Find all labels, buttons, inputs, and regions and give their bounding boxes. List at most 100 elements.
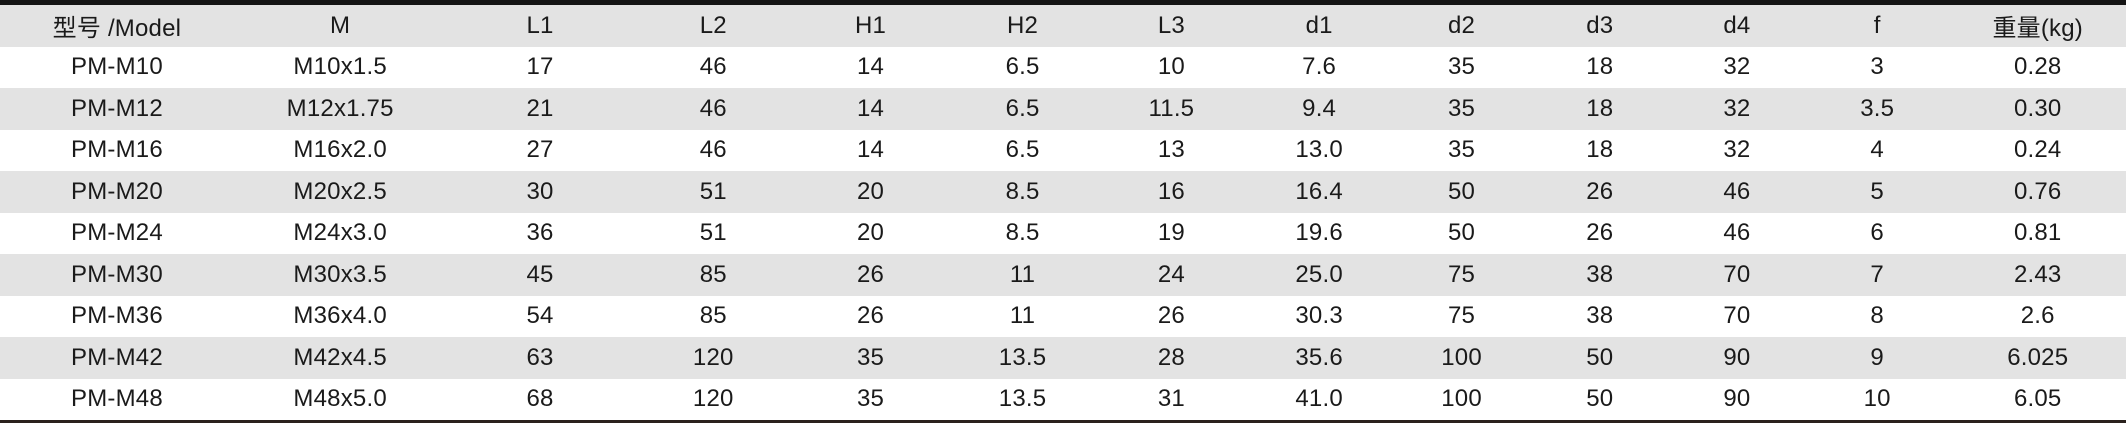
table-row: PM-M48 M48x5.0 68 120 35 13.5 31 41.0 100 50 90 10 6…	[0, 378, 2126, 420]
spec-value-cell: 6.5	[1005, 94, 1040, 122]
column-header: H2	[1007, 11, 1039, 39]
spec-value-cell: 85	[699, 302, 727, 330]
spec-value-cell: M42x4.5	[293, 343, 387, 371]
column-header: L3	[1157, 11, 1185, 39]
column-header: 型号 /Model	[52, 15, 182, 43]
spec-value-cell: 26	[857, 302, 885, 330]
table-row: PM-M10 M10x1.5 17 46 14 6.5 10 7.6 35 18 32 3 0.28	[0, 46, 2126, 88]
spec-value-cell: 2.43	[2013, 260, 2062, 288]
spec-value-cell: 0.81	[2013, 219, 2062, 247]
spec-value-cell: M36x4.0	[293, 302, 387, 330]
model-cell: PM-M16	[70, 136, 163, 164]
spec-table: 型号 /Model M L1 L2 H1 H2 L3 d1 d2 d3 d4 f 重量(kg) PM-M…	[0, 5, 2126, 420]
spec-value-cell: 6.5	[1005, 53, 1040, 81]
spec-value-cell: 68	[526, 385, 554, 413]
spec-value-cell: 9.4	[1302, 94, 1337, 122]
spec-value-cell: 38	[1586, 302, 1614, 330]
spec-value-cell: 6.05	[2013, 385, 2062, 413]
spec-value-cell: 30	[526, 177, 554, 205]
spec-value-cell: 19.6	[1295, 219, 1343, 247]
spec-value-cell: 36	[526, 219, 554, 247]
spec-value-cell: 16	[1157, 177, 1185, 205]
spec-value-cell: M20x2.5	[293, 177, 387, 205]
spec-value-cell: 17	[526, 53, 554, 81]
spec-value-cell: 14	[857, 94, 885, 122]
spec-value-cell: 18	[1586, 136, 1614, 164]
column-header: f	[1873, 11, 1881, 39]
spec-value-cell: 27	[526, 136, 554, 164]
spec-value-cell: 13	[1157, 136, 1185, 164]
spec-value-cell: 35	[1448, 136, 1476, 164]
spec-value-cell: M10x1.5	[293, 53, 387, 81]
spec-value-cell: 7	[1870, 260, 1884, 288]
column-header: M	[330, 11, 351, 39]
spec-value-cell: 3.5	[1860, 94, 1895, 122]
spec-value-cell: 75	[1448, 302, 1476, 330]
table-row: PM-M36 M36x4.0 54 85 26 11 26 30.3 75 38 70 8 2.6	[0, 295, 2126, 337]
column-header: 重量(kg)	[1992, 15, 2083, 43]
spec-value-cell: 8.5	[1005, 219, 1040, 247]
spec-value-cell: 70	[1723, 302, 1751, 330]
spec-value-cell: 100	[1441, 343, 1482, 371]
bottom-rule	[0, 420, 2126, 423]
spec-value-cell: 16.4	[1295, 177, 1343, 205]
column-header: d4	[1723, 11, 1751, 39]
spec-value-cell: 32	[1723, 136, 1751, 164]
spec-value-cell: 75	[1448, 260, 1476, 288]
spec-value-cell: 32	[1723, 53, 1751, 81]
spec-value-cell: 11	[1009, 302, 1036, 330]
spec-value-cell: 14	[857, 136, 885, 164]
spec-value-cell: 8.5	[1005, 177, 1040, 205]
spec-value-cell: 85	[699, 260, 727, 288]
spec-value-cell: 26	[1586, 177, 1614, 205]
column-header: d3	[1586, 11, 1614, 39]
spec-value-cell: 6.025	[2007, 343, 2069, 371]
spec-value-cell: 7.6	[1302, 53, 1337, 81]
spec-value-cell: 26	[857, 260, 885, 288]
spec-value-cell: 35	[1448, 53, 1476, 81]
spec-value-cell: 100	[1441, 385, 1482, 413]
spec-value-cell: 21	[526, 94, 554, 122]
spec-value-cell: 50	[1448, 177, 1476, 205]
spec-value-cell: 9	[1870, 343, 1884, 371]
spec-value-cell: 13.0	[1295, 136, 1343, 164]
model-cell: PM-M10	[70, 53, 163, 81]
spec-value-cell: 24	[1157, 260, 1185, 288]
spec-value-cell: 50	[1448, 219, 1476, 247]
spec-value-cell: 13.5	[998, 385, 1047, 413]
spec-value-cell: 50	[1586, 343, 1614, 371]
table-row: PM-M12 M12x1.75 21 46 14 6.5 11.5 9.4 35 18 32 3.5 0…	[0, 88, 2126, 130]
spec-value-cell: 20	[857, 219, 885, 247]
spec-value-cell: 51	[699, 177, 727, 205]
spec-value-cell: 50	[1586, 385, 1614, 413]
spec-value-cell: 2.6	[2020, 302, 2055, 330]
table-row: PM-M30 M30x3.5 45 85 26 11 24 25.0 75 38 70 7 2.43	[0, 254, 2126, 296]
spec-value-cell: 35	[857, 385, 885, 413]
column-header: d1	[1305, 11, 1333, 39]
spec-value-cell: 0.30	[2013, 94, 2062, 122]
spec-value-cell: 26	[1157, 302, 1185, 330]
model-cell: PM-M24	[70, 219, 163, 247]
spec-value-cell: 19	[1157, 219, 1185, 247]
spec-value-cell: 18	[1586, 53, 1614, 81]
table-row: PM-M42 M42x4.5 63 120 35 13.5 28 35.6 100 50 90 9 6.…	[0, 337, 2126, 379]
column-header: L2	[699, 11, 727, 39]
spec-value-cell: 0.24	[2013, 136, 2062, 164]
spec-value-cell: 46	[699, 53, 727, 81]
spec-value-cell: 20	[857, 177, 885, 205]
column-header: H1	[855, 11, 887, 39]
spec-value-cell: M16x2.0	[293, 136, 387, 164]
spec-value-cell: 0.76	[2013, 177, 2062, 205]
spec-value-cell: 10	[1157, 53, 1185, 81]
spec-value-cell: 8	[1870, 302, 1884, 330]
table-row: PM-M24 M24x3.0 36 51 20 8.5 19 19.6 50 26 46 6 0.81	[0, 212, 2126, 254]
table-row: PM-M20 M20x2.5 30 51 20 8.5 16 16.4 50 26 46 5 0.76	[0, 171, 2126, 213]
spec-value-cell: M24x3.0	[293, 219, 387, 247]
spec-value-cell: 70	[1723, 260, 1751, 288]
model-cell: PM-M20	[70, 177, 163, 205]
spec-value-cell: 3	[1870, 53, 1884, 81]
spec-value-cell: 120	[692, 385, 734, 413]
spec-value-cell: 28	[1157, 343, 1185, 371]
model-cell: PM-M48	[70, 385, 163, 413]
